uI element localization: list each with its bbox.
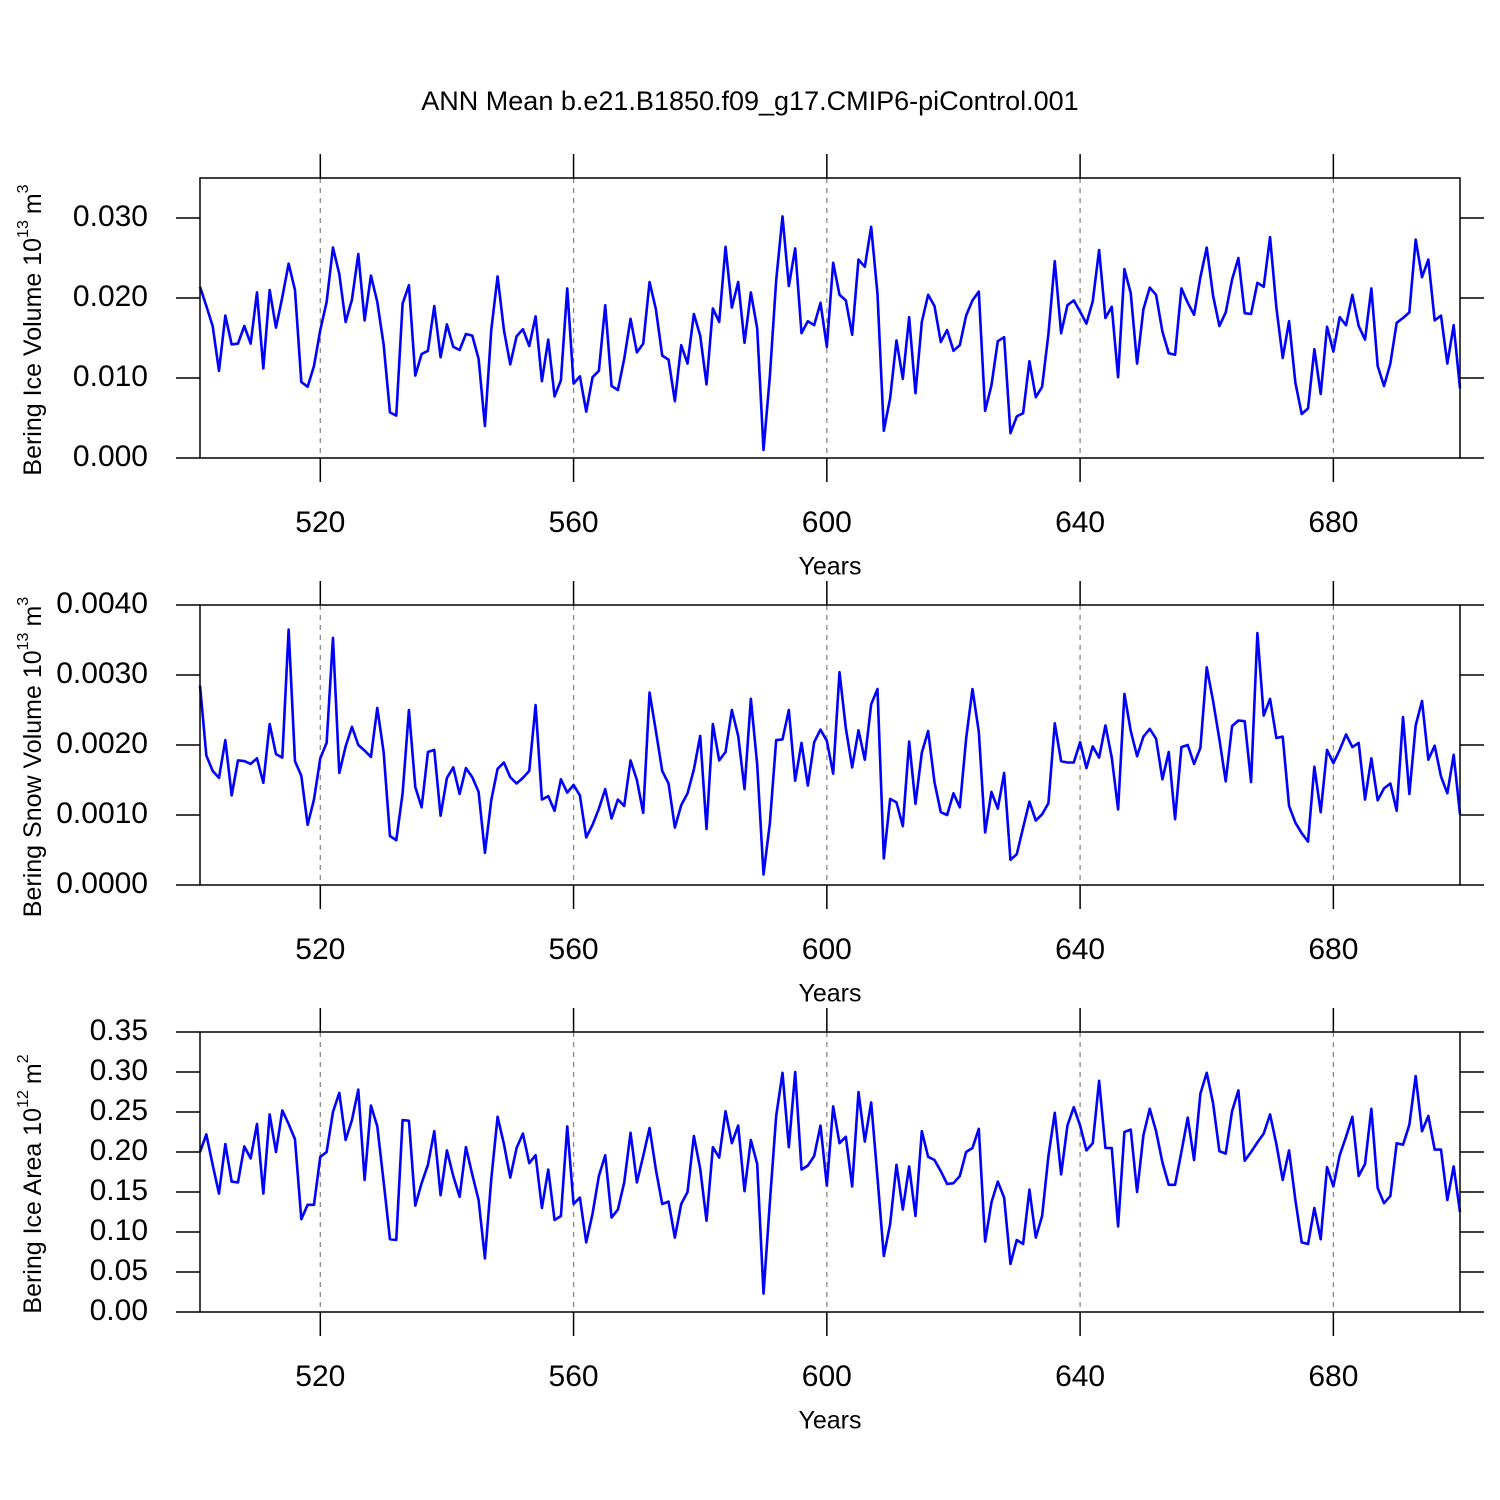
y-tick-label: 0.030 [73,200,148,233]
x-tick-label: 560 [549,506,599,539]
x-tick-label: 520 [295,506,345,539]
y-tick-label: 0.05 [90,1254,148,1287]
plot-frame [199,177,1461,459]
y-axis-label-part: 12 [15,1090,32,1108]
x-axis-label: Years [798,553,861,581]
x-tick-label: 520 [295,1360,345,1393]
y-tick-label: 0.35 [90,1014,148,1047]
x-tick-label: 680 [1308,1360,1358,1393]
y-tick-label: 0.0010 [56,797,148,830]
x-tick-label: 600 [802,933,852,966]
x-axis-label: Years [798,1407,861,1435]
y-tick-label: 0.0020 [56,727,148,760]
x-tick-label: 600 [802,1360,852,1393]
y-axis-label-part: m [19,606,47,627]
x-tick-label: 680 [1308,933,1358,966]
y-axis-label: Bering Ice Volume 1013 m3 [15,184,46,475]
y-tick-label: 0.0040 [56,587,148,620]
y-axis-label-part: 3 [15,597,32,606]
y-axis-label: Bering Snow Volume 1013 m3 [15,597,46,917]
y-tick-label: 0.30 [90,1054,148,1087]
y-axis-label-part: Bering Ice Volume 10 [19,238,47,476]
y-tick-label: 0.25 [90,1094,148,1127]
y-tick-label: 0.10 [90,1214,148,1247]
x-axis-label: Years [798,980,861,1008]
x-tick-label: 520 [295,933,345,966]
x-tick-label: 640 [1055,933,1105,966]
data-line [198,1070,1462,1295]
x-tick-label: 560 [549,1360,599,1393]
y-tick-label: 0.0000 [56,867,148,900]
y-axis-label-part: 13 [15,632,32,650]
y-tick-label: 0.020 [73,280,148,313]
y-tick-label: 0.0030 [56,657,148,690]
y-axis-label-part: Bering Snow Volume 10 [19,650,47,917]
y-axis-label-part: 2 [15,1054,32,1063]
y-axis-label-part: 3 [15,184,32,193]
data-line [198,628,1462,876]
x-tick-label: 600 [802,506,852,539]
y-tick-label: 0.000 [73,440,148,473]
y-axis-label-part: m [19,1063,47,1084]
y-axis-label-part: Bering Ice Area 10 [19,1108,47,1314]
data-line [198,215,1462,452]
plot-frame [199,1031,1461,1313]
plot-frame [199,604,1461,886]
figure-title: ANN Mean b.e21.B1850.f09_g17.CMIP6-piCon… [421,86,1078,116]
y-tick-label: 0.00 [90,1294,148,1327]
y-axis-label-part: m [19,193,47,214]
x-tick-label: 640 [1055,1360,1105,1393]
y-tick-label: 0.010 [73,360,148,393]
y-axis-label-part: 13 [15,220,32,238]
x-tick-label: 560 [549,933,599,966]
x-tick-label: 680 [1308,506,1358,539]
y-tick-label: 0.15 [90,1174,148,1207]
x-tick-label: 640 [1055,506,1105,539]
y-axis-label: Bering Ice Area 1012 m2 [15,1054,46,1313]
y-tick-label: 0.20 [90,1134,148,1167]
